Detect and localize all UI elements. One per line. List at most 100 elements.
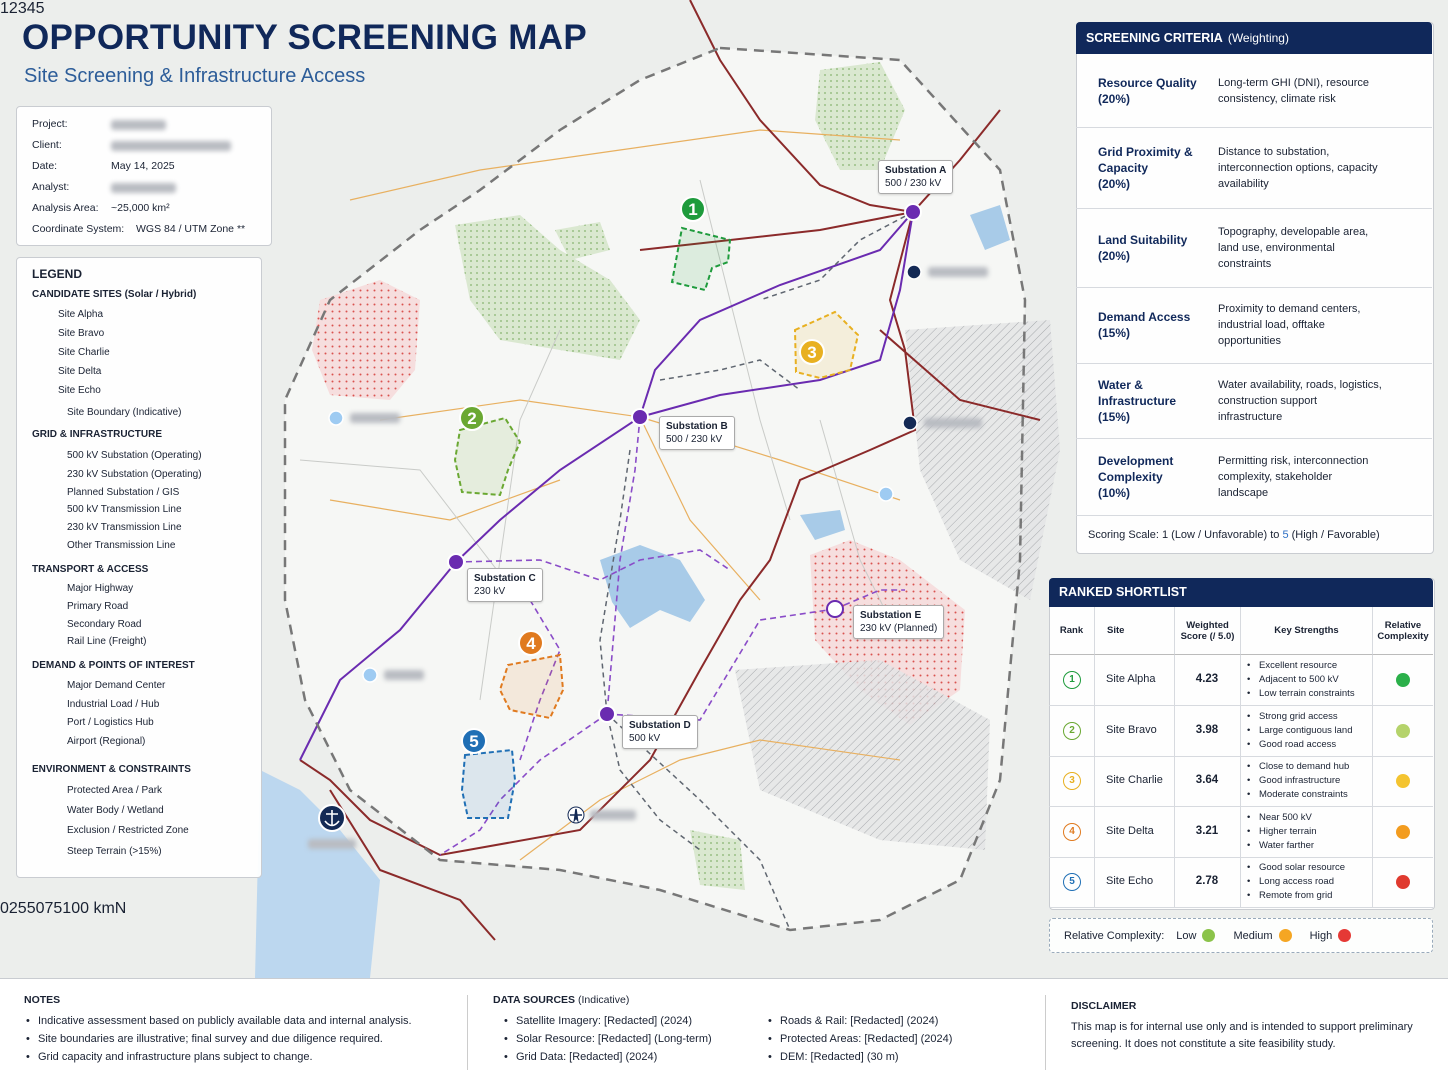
redacted: [111, 183, 176, 193]
strength: Moderate constraints: [1247, 789, 1348, 800]
criteria-row: Demand Access (15%) Proximity to demand ce…: [1076, 287, 1432, 364]
substation-voltage: 230 kV (Planned): [860, 623, 938, 634]
map-g: [299, 179, 901, 701]
strength: Higher terrain: [1247, 826, 1316, 837]
info-label: Client:: [32, 139, 62, 151]
legend-label: Protected Area / Park: [67, 785, 163, 796]
col-divider: [1094, 705, 1095, 756]
complexity-legend: Relative Complexity: Low Medium High: [1049, 918, 1433, 953]
criteria-name: Land Suitability: [1098, 232, 1188, 247]
col-divider: [1094, 806, 1095, 857]
strength: Strong grid access: [1247, 711, 1338, 722]
title: OPPORTUNITY SCREENING MAP: [22, 18, 587, 57]
legend-label: Major Demand Center: [67, 680, 166, 691]
map-path: [599, 211, 914, 931]
legend-label: Planned Substation / GIS: [67, 487, 180, 498]
criteria-name-block: Grid Proximity & Capacity (20%): [1098, 144, 1216, 192]
redacted: [111, 120, 166, 130]
scale-highlight: 5: [1282, 529, 1289, 541]
criteria-description: Water availability, roads, logistics, co…: [1218, 378, 1382, 423]
legend-label: Industrial Load / Hub: [67, 699, 160, 710]
site-name: Site Charlie: [1106, 774, 1163, 787]
complexity-dot: [1396, 774, 1410, 789]
substation-name: Substation E: [860, 610, 922, 621]
info-value: May 14, 2025: [111, 160, 175, 172]
complexity-swatch: [1202, 929, 1216, 942]
legend-label: Site Alpha: [58, 309, 104, 320]
col-divider: [1372, 756, 1373, 807]
scoring-scale: Scoring Scale: 1 (Low / Unfavorable) to …: [1088, 529, 1380, 541]
info-label: Coordinate System:: [32, 223, 125, 235]
col-divider: [1240, 857, 1241, 908]
legend-label: 500 kV Substation (Operating): [67, 450, 202, 461]
complexity-dot: [1396, 824, 1410, 839]
legend-label: 500 kV Transmission Line: [67, 504, 182, 515]
col-divider: [1372, 705, 1373, 756]
substation-name: Substation B: [666, 421, 728, 432]
disclaimer-title: DISCLAIMER: [1071, 1000, 1137, 1012]
criteria-name-block: Demand Access (15%): [1098, 309, 1216, 341]
map-g: [599, 211, 914, 931]
complexity-label: Relative Complexity:: [1064, 929, 1165, 942]
substation-label: Substation D 500 kV: [622, 715, 698, 749]
criteria-weight: (20%): [1098, 176, 1131, 191]
col-divider: [1372, 857, 1373, 908]
site-name: Site Delta: [1106, 824, 1154, 837]
substation-voltage: 230 kV: [474, 586, 506, 597]
source: Satellite Imagery: [Redacted] (2024): [504, 1015, 692, 1027]
info-label: Analysis Area:: [32, 202, 99, 214]
col-divider: [1174, 705, 1175, 756]
strength: Excellent resource: [1247, 660, 1337, 671]
legend-label: Exclusion / Restricted Zone: [67, 825, 189, 836]
legend-label: Site Boundary (Indicative): [67, 407, 182, 418]
substation-label: Substation E 230 kV (Planned): [853, 605, 945, 639]
row-divider: [1049, 806, 1433, 808]
score: 3.64: [1195, 774, 1219, 787]
port-anchor: [324, 810, 340, 827]
redacted: [590, 810, 636, 820]
substation-voltage: 500 / 230 kV: [666, 434, 723, 445]
rank-badge: 2: [1063, 721, 1081, 740]
strength: Remote from grid: [1247, 890, 1332, 901]
site-number: 5: [469, 732, 478, 751]
sources-title: DATA SOURCES: [493, 994, 576, 1006]
redacted: [308, 839, 356, 849]
criteria-title: SCREENING CRITERIA: [1086, 31, 1223, 45]
row-divider: [1049, 907, 1433, 909]
site-number: 3: [807, 343, 816, 362]
legend-label: 230 kV Transmission Line: [67, 522, 182, 533]
column-header: Weighted Score (/ 5.0): [1174, 607, 1240, 655]
site-name: Site Alpha: [1106, 673, 1156, 685]
source: DEM: [Redacted] (30 m): [768, 1051, 899, 1063]
poi: [362, 667, 378, 683]
score: 4.23: [1195, 673, 1219, 685]
complexity-dot: [1396, 723, 1410, 738]
criteria-row: Development Complexity (10%) Permitting ri…: [1076, 438, 1432, 516]
redacted: [111, 141, 231, 151]
legend-label: Rail Line (Freight): [67, 636, 147, 647]
complexity-swatch: [1278, 929, 1292, 942]
strength: Good road access: [1247, 739, 1336, 750]
legend-label: Site Echo: [58, 385, 101, 396]
col-divider: [1094, 756, 1095, 807]
strength: Low terrain constraints: [1247, 688, 1355, 699]
legend-title: LEGEND: [32, 267, 83, 281]
col-divider: [1240, 806, 1241, 857]
map-path: [735, 320, 1060, 850]
legend-label: Steep Terrain (>15%): [67, 846, 162, 857]
criteria-row: Grid Proximity & Capacity (20%) Distance t…: [1076, 127, 1432, 209]
map-path: [439, 416, 905, 856]
sources-heading: DATA SOURCES (Indicative): [493, 994, 629, 1006]
criteria-name-block: Water & Infrastructure (15%): [1098, 377, 1216, 425]
criteria-weight: (20%): [1098, 248, 1131, 263]
scale-label: 25: [8, 900, 27, 917]
complexity-level: High: [1309, 929, 1333, 942]
info-value: ~25,000 km²: [111, 202, 170, 214]
complexity-level: Low: [1176, 929, 1197, 942]
row-divider: [1049, 856, 1433, 858]
criteria-name-block: Development Complexity (10%): [1098, 453, 1216, 501]
column-header: Rank: [1049, 607, 1094, 655]
col-divider: [1174, 655, 1175, 705]
substation-name: Substation D: [629, 720, 691, 731]
criteria-row: Resource Quality (20%) Long-term GHI (DNI)…: [1076, 55, 1432, 128]
